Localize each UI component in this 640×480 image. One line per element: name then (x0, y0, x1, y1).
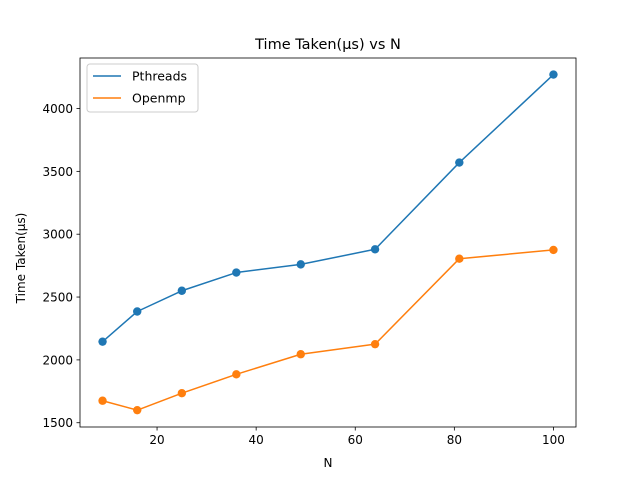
data-point-pthreads (370, 245, 380, 254)
data-point-pthreads (455, 158, 464, 167)
x-tick-label: 60 (348, 433, 363, 447)
data-point-openmp (455, 254, 464, 263)
data-point-openmp (98, 396, 107, 405)
data-point-openmp (296, 350, 305, 359)
y-tick-label: 3000 (42, 228, 73, 242)
data-point-openmp (370, 339, 380, 349)
x-tick-label: 20 (149, 433, 164, 447)
data-point-openmp (177, 388, 187, 398)
data-point-openmp (232, 370, 241, 379)
data-point-pthreads (232, 268, 241, 277)
x-tick-label: 80 (447, 433, 462, 447)
data-point-pthreads (549, 70, 558, 79)
data-point-openmp (133, 405, 142, 415)
y-axis-title: Time Taken(µs) (14, 213, 28, 305)
y-tick-label: 1500 (42, 416, 73, 430)
plot-frame (79, 57, 577, 428)
data-point-pthreads (98, 337, 107, 346)
y-tick-label: 2500 (42, 291, 73, 305)
data-point-pthreads (177, 286, 187, 295)
series-line-pthreads (102, 74, 554, 343)
x-axis-title: N (324, 456, 333, 470)
y-tick-label: 2000 (42, 353, 73, 367)
data-point-openmp (549, 245, 558, 255)
chart-title: Time Taken(µs) vs N (254, 37, 401, 53)
y-tick-label: 4000 (42, 102, 73, 116)
data-point-pthreads (133, 307, 142, 316)
legend-label-openmp: Openmp (132, 91, 186, 106)
x-tick-label: 100 (542, 433, 565, 447)
series-line-openmp (102, 249, 554, 411)
plot-area: 20 40 60 80 100 1500 2000 2500 3000 3500 4000 (42, 57, 577, 447)
y-tick-label: 3500 (42, 165, 73, 179)
data-point-pthreads (296, 260, 305, 269)
legend-label-pthreads: Pthreads (132, 69, 187, 84)
x-tick-label: 40 (249, 433, 264, 447)
legend: Pthreads Openmp (86, 63, 199, 113)
